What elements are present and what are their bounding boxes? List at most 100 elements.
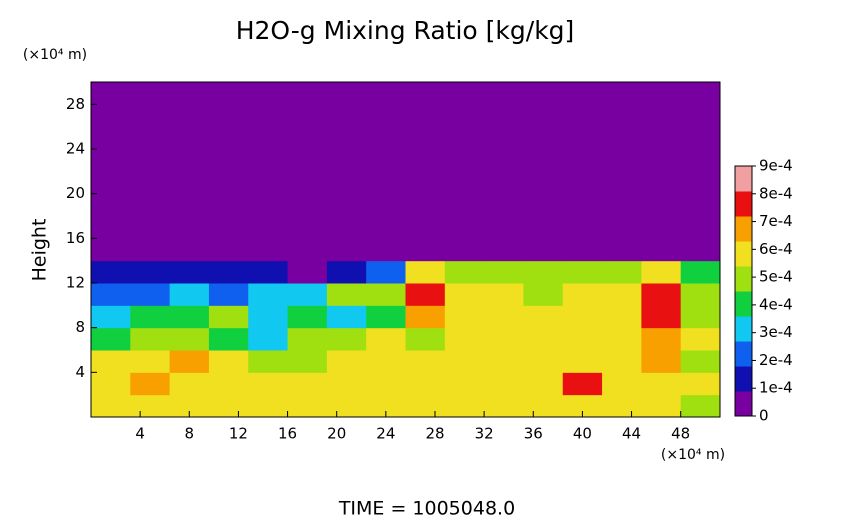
heat-cell (562, 216, 603, 239)
heat-cell (405, 82, 446, 105)
heat-cell (641, 149, 682, 172)
heat-cell (248, 305, 289, 329)
heat-cell (523, 238, 564, 262)
heat-cell (208, 149, 249, 172)
heat-cell (680, 260, 721, 284)
heat-cell (562, 126, 603, 150)
heat-cell (326, 149, 367, 172)
y-tick-label: 8 (75, 318, 85, 336)
heat-cell (208, 305, 249, 329)
heat-cell (326, 82, 367, 105)
heat-cell (405, 104, 446, 128)
x-tick-label: 36 (524, 425, 543, 443)
y-tick-label: 20 (66, 184, 85, 202)
heat-cell (366, 305, 406, 329)
heat-cell (523, 260, 564, 284)
heat-cell (562, 372, 603, 396)
heat-cell (91, 260, 131, 284)
heat-cell (523, 305, 564, 329)
heat-cell (562, 327, 603, 351)
heat-cell (484, 82, 524, 105)
colorbar-tick-label: 3e-4 (759, 323, 793, 341)
colorbar-swatch (735, 266, 752, 292)
heat-cell (130, 216, 171, 239)
chart-title: H2O-g Mixing Ratio [kg/kg] (236, 16, 575, 45)
heat-cell (680, 350, 721, 373)
heat-cell (208, 238, 249, 262)
heat-cell (287, 216, 328, 239)
x-tick-label: 40 (573, 425, 592, 443)
heat-cell (444, 238, 485, 262)
heat-cell (326, 171, 367, 195)
heat-cell (523, 350, 564, 373)
x-unit: (×10⁴ m) (661, 447, 725, 463)
heat-cell (602, 149, 642, 172)
colorbar-swatch (735, 391, 752, 417)
heat-cell (248, 260, 289, 284)
heat-cell (248, 193, 289, 217)
heat-cell (602, 372, 642, 396)
heat-cell (248, 372, 289, 396)
heat-cell (405, 171, 446, 195)
heat-cell (366, 283, 406, 306)
heat-cell (405, 193, 446, 217)
heat-cell (523, 82, 564, 105)
heat-cell (444, 104, 485, 128)
heat-cell (523, 394, 564, 418)
colorbar-tick-label: 0 (759, 407, 769, 425)
heat-cell (287, 372, 328, 396)
heat-cell (248, 171, 289, 195)
heat-cell (91, 372, 131, 396)
heat-cell (602, 350, 642, 373)
heat-cell (641, 104, 682, 128)
heat-cell (523, 171, 564, 195)
heat-cell (208, 82, 249, 105)
heat-cell (287, 171, 328, 195)
heat-cell (326, 126, 367, 150)
heat-cell (130, 104, 171, 128)
heat-cell (208, 327, 249, 351)
colorbar-tick-label: 4e-4 (759, 295, 793, 313)
heat-cell (523, 216, 564, 239)
colorbar-swatch (735, 341, 752, 367)
heat-cell (248, 149, 289, 172)
heat-cell (366, 394, 406, 418)
heat-cell (91, 171, 131, 195)
heat-cell (130, 350, 171, 373)
heat-cell (562, 193, 603, 217)
heat-cell (405, 327, 446, 351)
heat-cell (444, 82, 485, 105)
heat-cell (366, 171, 406, 195)
x-tick-label: 4 (135, 425, 145, 443)
heat-cell (484, 350, 524, 373)
heat-cell (641, 260, 682, 284)
heat-cell (680, 372, 721, 396)
heat-cell (444, 126, 485, 150)
heat-cell (680, 305, 721, 329)
x-tick-label: 8 (185, 425, 195, 443)
heat-cell (248, 238, 289, 262)
heat-cell (405, 238, 446, 262)
heat-cell (602, 327, 642, 351)
heat-cell (208, 372, 249, 396)
heat-cell (287, 350, 328, 373)
heat-cell (444, 372, 485, 396)
heat-cell (169, 238, 210, 262)
heat-cell (91, 394, 131, 418)
heat-cell (444, 216, 485, 239)
heat-cell (248, 394, 289, 418)
heat-cell (208, 260, 249, 284)
heat-cell (287, 193, 328, 217)
heat-cell (680, 238, 721, 262)
heat-cell (366, 327, 406, 351)
heat-cell (523, 126, 564, 150)
colorbar-tick-label: 2e-4 (759, 351, 793, 369)
colorbar-tick-label: 1e-4 (759, 379, 793, 397)
heat-cell (326, 350, 367, 373)
heat-cell (562, 350, 603, 373)
y-tick-label: 4 (75, 363, 85, 381)
heat-cell (602, 394, 642, 418)
heat-cell (326, 104, 367, 128)
heat-cell (248, 350, 289, 373)
heat-cell (248, 283, 289, 306)
